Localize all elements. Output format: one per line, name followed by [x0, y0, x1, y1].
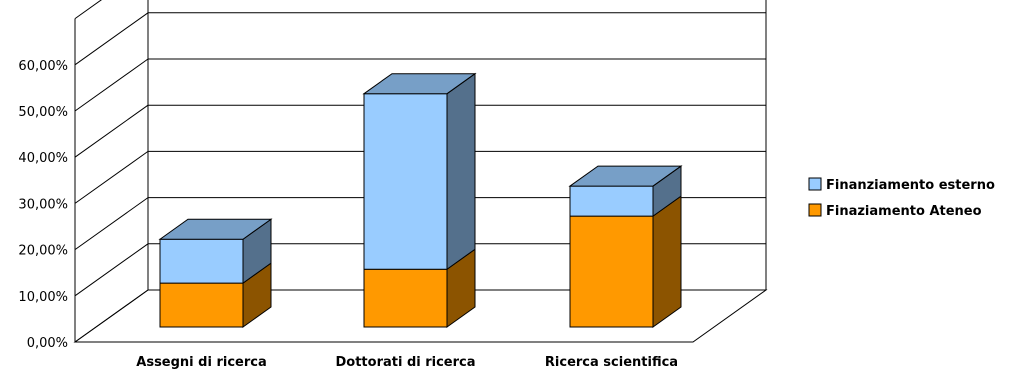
- y-tick-label: 50,00%: [18, 105, 68, 120]
- legend-swatch: [808, 203, 822, 217]
- y-tick-label: 0,00%: [27, 336, 68, 351]
- bar-front-2: [159, 238, 244, 284]
- x-axis: Assegni di ricerca Dottorati di ricerca Ri…: [136, 355, 678, 370]
- bar-front-1: [569, 215, 654, 328]
- gridline-diagonal: [74, 58, 149, 112]
- legend: Finanziamento esterno Finaziamento Ateneo: [808, 177, 995, 219]
- y-tick-label: 20,00%: [18, 244, 68, 259]
- bar-front-2: [363, 93, 448, 270]
- gridline-diagonal: [74, 150, 149, 204]
- bar-front-1: [159, 282, 244, 328]
- gridline-diagonal: [74, 243, 149, 297]
- bar-top: [362, 73, 477, 95]
- bar-top: [158, 218, 273, 240]
- floor: [73, 289, 768, 343]
- x-category-label: Assegni di ricerca: [136, 355, 266, 370]
- gridline-diagonal: [74, 104, 149, 158]
- legend-swatch: [808, 177, 822, 191]
- y-tick-label: 60,00%: [18, 59, 68, 74]
- bar-front-2: [569, 185, 654, 217]
- y-tick-label: 30,00%: [18, 197, 68, 212]
- y-axis: 0,00% 10,00% 20,00% 30,00% 40,00% 50,00% 60,00…: [18, 59, 68, 351]
- y-tick-label: 40,00%: [18, 151, 68, 166]
- x-category-label: Ricerca scientifica: [545, 355, 678, 370]
- side-wall-top-edge: [74, 0, 102, 20]
- bar-front-1: [363, 268, 448, 328]
- legend-label: Finanziamento esterno: [826, 178, 995, 193]
- plot-area: [158, 72, 683, 328]
- bar-side-2: [446, 72, 476, 271]
- x-category-label: Dottorati di ricerca: [335, 355, 475, 370]
- bar-side-1: [652, 195, 682, 328]
- gridline-diagonal: [74, 12, 149, 66]
- y-tick-label: 10,00%: [18, 290, 68, 305]
- gridline-diagonal: [74, 197, 149, 251]
- legend-label: Finaziamento Ateneo: [826, 204, 982, 219]
- bar-top: [568, 165, 683, 187]
